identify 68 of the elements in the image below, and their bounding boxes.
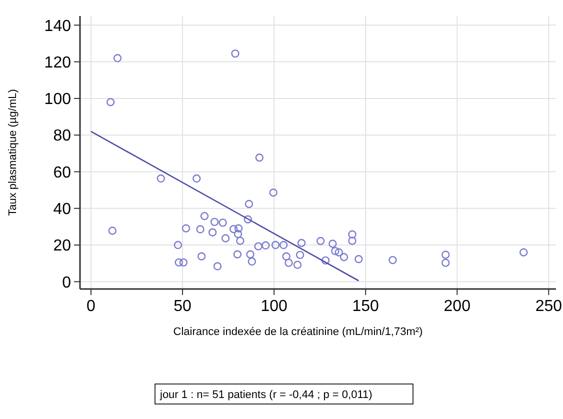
- point: [244, 200, 254, 208]
- point: [340, 253, 348, 262]
- point: [113, 54, 122, 62]
- point: [197, 252, 206, 260]
- point: [269, 188, 278, 197]
- point: [297, 238, 306, 248]
- point: [106, 98, 115, 106]
- point: [208, 228, 217, 236]
- point: [196, 225, 204, 234]
- point: [246, 250, 254, 258]
- point: [331, 246, 340, 256]
- point: [254, 242, 262, 250]
- point: [354, 255, 363, 264]
- y-axis-title: Taux plasmatique (µg/mL): [7, 89, 19, 216]
- point: [519, 248, 528, 256]
- y-tick-label: 60: [53, 164, 72, 182]
- point: [296, 250, 304, 260]
- y-tick-label: 100: [44, 91, 72, 108]
- point: [221, 234, 230, 242]
- point: [218, 218, 227, 227]
- point: [279, 240, 288, 250]
- point: [442, 258, 450, 267]
- point: [328, 240, 337, 248]
- y-tick-label: 40: [53, 200, 72, 218]
- point: [236, 236, 244, 245]
- point: [231, 49, 240, 58]
- point: [442, 250, 450, 259]
- point: [108, 226, 117, 235]
- point: [244, 215, 252, 224]
- y-tick-label: 120: [44, 54, 72, 72]
- y-tick-label: 0: [62, 274, 72, 292]
- point: [234, 224, 243, 232]
- x-tick-label: 250: [535, 298, 562, 315]
- point: [233, 250, 242, 258]
- point: [248, 257, 256, 266]
- point: [271, 240, 280, 250]
- point: [179, 258, 188, 267]
- point: [262, 241, 270, 250]
- x-tick-label: 150: [352, 298, 380, 315]
- x-tick-label: 100: [260, 298, 288, 315]
- x-tick-label: 200: [444, 298, 471, 315]
- point: [284, 258, 293, 267]
- point: [192, 174, 201, 183]
- point: [348, 230, 356, 238]
- point: [282, 252, 290, 260]
- x-tick-label: 50: [174, 298, 192, 315]
- y-tick-label: 20: [53, 238, 72, 255]
- x-tick-label: 0: [86, 298, 96, 315]
- point: [210, 218, 219, 226]
- x-axis-title: Clairance indexée de la créatinine (mL/min/1,73m²): [173, 326, 423, 338]
- point: [255, 154, 264, 162]
- point: [293, 260, 302, 269]
- point: [182, 224, 190, 232]
- point: [316, 236, 325, 246]
- point: [174, 258, 183, 267]
- y-tick-label: 140: [44, 18, 72, 35]
- point: [200, 212, 209, 220]
- point: [348, 236, 356, 245]
- point: [156, 174, 166, 183]
- point: [388, 256, 397, 264]
- point: [234, 230, 242, 238]
- point: [174, 240, 182, 250]
- point: [213, 262, 222, 270]
- point: [321, 256, 330, 265]
- text: jour 1 : n= 51 patients (r = -0,44 ; p = 0,011): [159, 389, 372, 401]
- point: [334, 248, 343, 256]
- point: [230, 224, 238, 234]
- y-tick-label: 80: [53, 128, 72, 145]
